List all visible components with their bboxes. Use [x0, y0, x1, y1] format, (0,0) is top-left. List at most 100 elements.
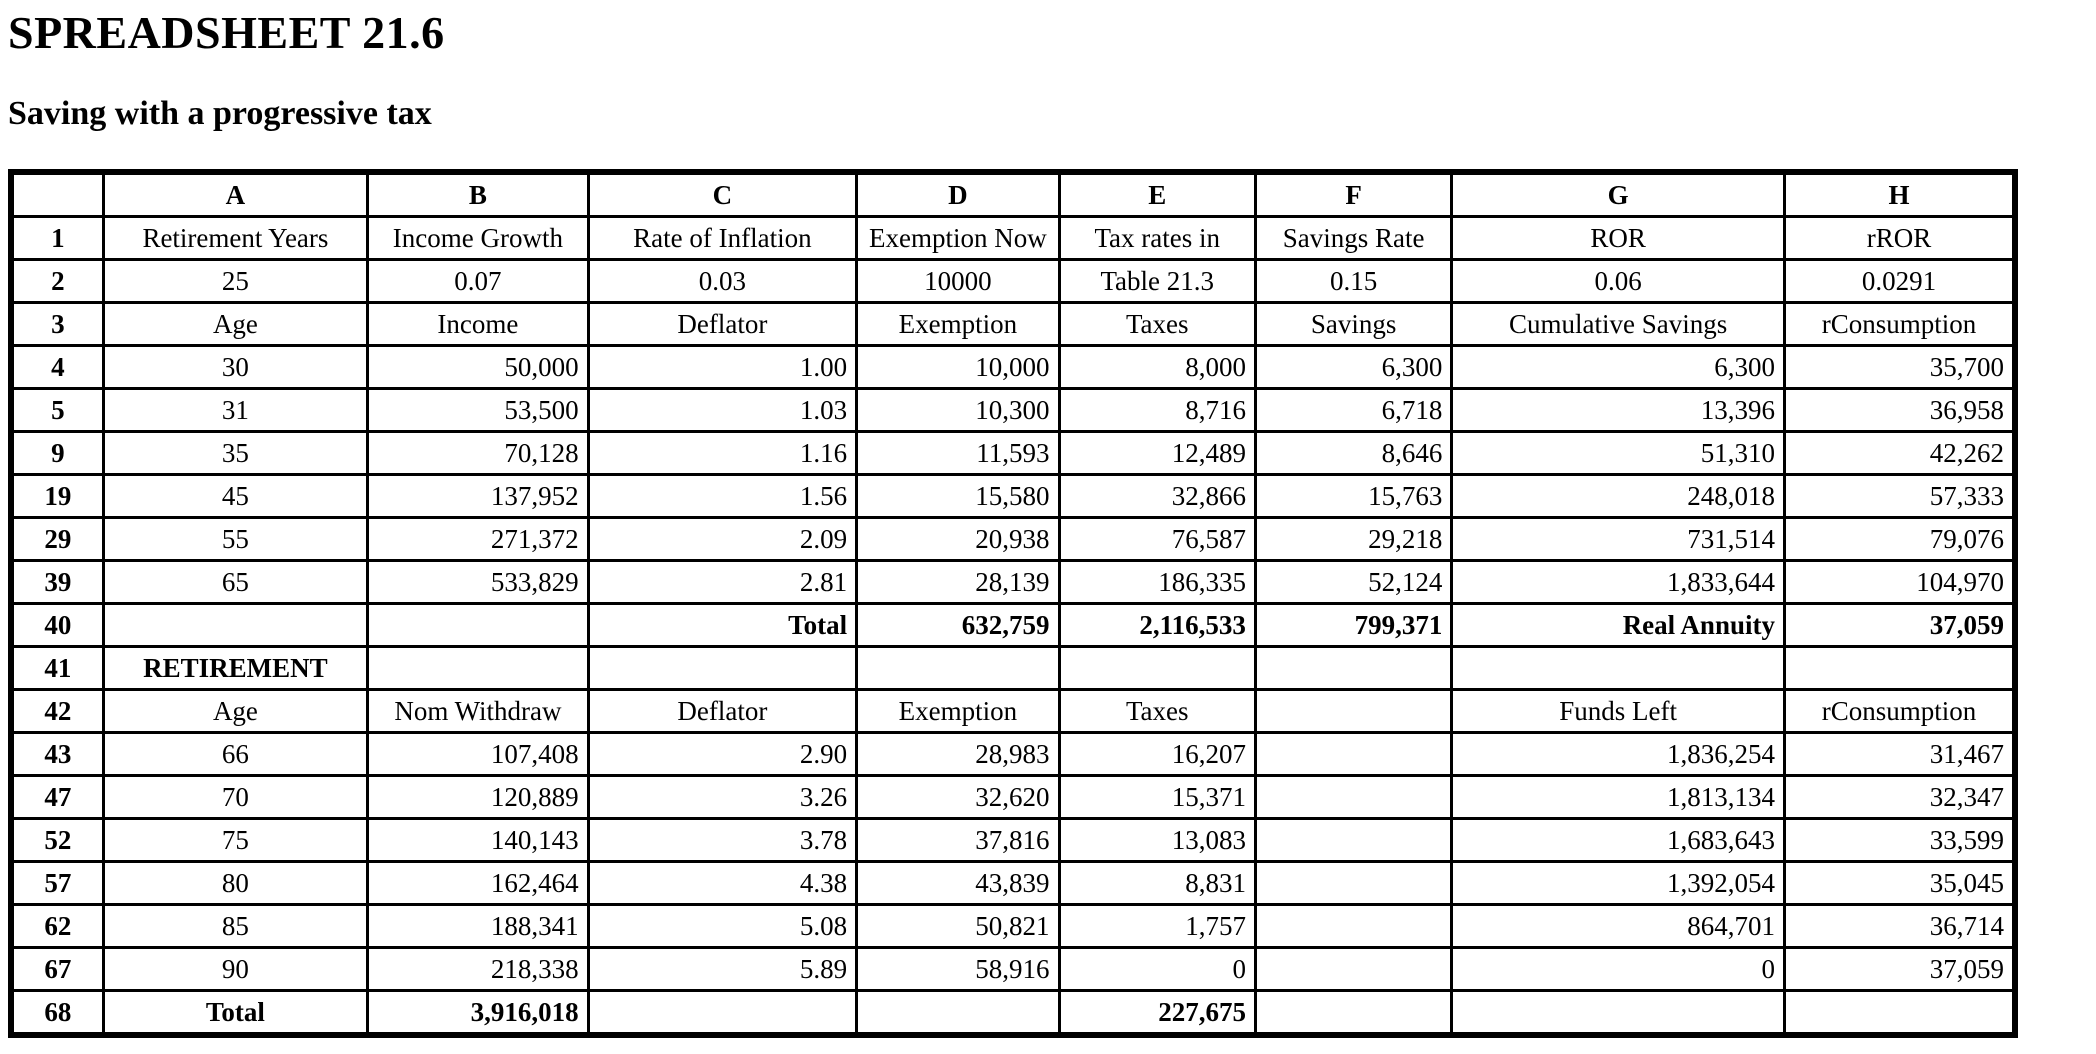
cell-H1: rROR — [1782, 215, 2017, 261]
cell-B42: Nom Withdraw — [366, 688, 590, 734]
cell-H40: 37,059 — [1782, 602, 2017, 648]
cell-B67: 218,338 — [366, 946, 590, 992]
cell-E2: Table 21.3 — [1057, 258, 1257, 304]
cell-B39: 533,829 — [366, 559, 590, 605]
cell-A67: 90 — [101, 946, 370, 992]
cell-H39: 104,970 — [1782, 559, 2017, 605]
cell-A57: 80 — [101, 860, 370, 906]
cell-C3: Deflator — [586, 301, 859, 347]
cell-D52: 37,816 — [855, 817, 1061, 863]
cell-B43: 107,408 — [366, 731, 590, 777]
cell-G57: 1,392,054 — [1450, 860, 1786, 906]
cell-A62: 85 — [101, 903, 370, 949]
column-letter-A: A — [101, 170, 370, 218]
cell-B1: Income Growth — [366, 215, 590, 261]
cell-F52 — [1253, 817, 1454, 863]
cell-E41 — [1057, 645, 1257, 691]
cell-G62: 864,701 — [1450, 903, 1786, 949]
cell-E42: Taxes — [1057, 688, 1257, 734]
row-number-5: 5 — [9, 387, 105, 433]
cell-E19: 32,866 — [1057, 473, 1257, 519]
cell-C41 — [586, 645, 859, 691]
row-39: 39 65 533,829 2.81 28,139 186,335 52,124 1,833,… — [9, 559, 2017, 605]
cell-A40 — [101, 602, 370, 648]
cell-A42: Age — [101, 688, 370, 734]
cell-G42: Funds Left — [1450, 688, 1786, 734]
cell-G41 — [1450, 645, 1786, 691]
row-number-43: 43 — [9, 731, 105, 777]
row-62: 62 85 188,341 5.08 50,821 1,757 864,701 36,714 — [9, 903, 2017, 949]
cell-E68: 227,675 — [1057, 989, 1257, 1037]
cell-E39: 186,335 — [1057, 559, 1257, 605]
cell-E4: 8,000 — [1057, 344, 1257, 390]
row-57: 57 80 162,464 4.38 43,839 8,831 1,392,054 35,04… — [9, 860, 2017, 906]
cell-D29: 20,938 — [855, 516, 1061, 562]
cell-H2: 0.0291 — [1782, 258, 2017, 304]
row-number-40: 40 — [9, 602, 105, 648]
corner-cell — [9, 170, 105, 218]
cell-D9: 11,593 — [855, 430, 1061, 476]
cell-F2: 0.15 — [1253, 258, 1454, 304]
cell-C43: 2.90 — [586, 731, 859, 777]
cell-A68: Total — [101, 989, 370, 1037]
cell-G4: 6,300 — [1450, 344, 1786, 390]
cell-E29: 76,587 — [1057, 516, 1257, 562]
cell-C52: 3.78 — [586, 817, 859, 863]
cell-E5: 8,716 — [1057, 387, 1257, 433]
row-1: 1 Retirement Years Income Growth Rate of In… — [9, 215, 2017, 261]
cell-A52: 75 — [101, 817, 370, 863]
row-42: 42 Age Nom Withdraw Deflator Exemption Taxes F… — [9, 688, 2017, 734]
cell-F29: 29,218 — [1253, 516, 1454, 562]
row-number-2: 2 — [9, 258, 105, 304]
cell-D42: Exemption — [855, 688, 1061, 734]
row-number-3: 3 — [9, 301, 105, 347]
cell-G39: 1,833,644 — [1450, 559, 1786, 605]
cell-F9: 8,646 — [1253, 430, 1454, 476]
column-letter-D: D — [855, 170, 1061, 218]
cell-F1: Savings Rate — [1253, 215, 1454, 261]
cell-C42: Deflator — [586, 688, 859, 734]
row-number-67: 67 — [9, 946, 105, 992]
cell-F57 — [1253, 860, 1454, 906]
column-letter-C: C — [586, 170, 859, 218]
cell-G40: Real Annuity — [1450, 602, 1786, 648]
cell-D1: Exemption Now — [855, 215, 1061, 261]
column-letter-E: E — [1057, 170, 1257, 218]
cell-E40: 2,116,533 — [1057, 602, 1257, 648]
row-4: 4 30 50,000 1.00 10,000 8,000 6,300 6,300 35,700 — [9, 344, 2017, 390]
cell-A9: 35 — [101, 430, 370, 476]
spreadsheet-body: 1 Retirement Years Income Growth Rate of In… — [9, 215, 2017, 1037]
cell-A1: Retirement Years — [101, 215, 370, 261]
cell-B3: Income — [366, 301, 590, 347]
cell-B62: 188,341 — [366, 903, 590, 949]
cell-C5: 1.03 — [586, 387, 859, 433]
column-letter-F: F — [1253, 170, 1454, 218]
cell-D4: 10,000 — [855, 344, 1061, 390]
cell-E43: 16,207 — [1057, 731, 1257, 777]
cell-C1: Rate of Inflation — [586, 215, 859, 261]
cell-E62: 1,757 — [1057, 903, 1257, 949]
cell-B4: 50,000 — [366, 344, 590, 390]
cell-A3: Age — [101, 301, 370, 347]
row-5: 5 31 53,500 1.03 10,300 8,716 6,718 13,396 36,95… — [9, 387, 2017, 433]
cell-C40: Total — [586, 602, 859, 648]
row-52: 52 75 140,143 3.78 37,816 13,083 1,683,643 33,5… — [9, 817, 2017, 863]
cell-G9: 51,310 — [1450, 430, 1786, 476]
cell-D67: 58,916 — [855, 946, 1061, 992]
cell-F40: 799,371 — [1253, 602, 1454, 648]
row-number-41: 41 — [9, 645, 105, 691]
page-title: SPREADSHEET 21.6 — [8, 7, 445, 58]
cell-D57: 43,839 — [855, 860, 1061, 906]
cell-F47 — [1253, 774, 1454, 820]
cell-F39: 52,124 — [1253, 559, 1454, 605]
cell-D62: 50,821 — [855, 903, 1061, 949]
row-47: 47 70 120,889 3.26 32,620 15,371 1,813,134 32,3… — [9, 774, 2017, 820]
row-number-29: 29 — [9, 516, 105, 562]
cell-B68: 3,916,018 — [366, 989, 590, 1037]
cell-F68 — [1253, 989, 1454, 1037]
cell-H52: 33,599 — [1782, 817, 2017, 863]
cell-H68 — [1782, 989, 2017, 1037]
cell-E52: 13,083 — [1057, 817, 1257, 863]
cell-G52: 1,683,643 — [1450, 817, 1786, 863]
row-number-47: 47 — [9, 774, 105, 820]
